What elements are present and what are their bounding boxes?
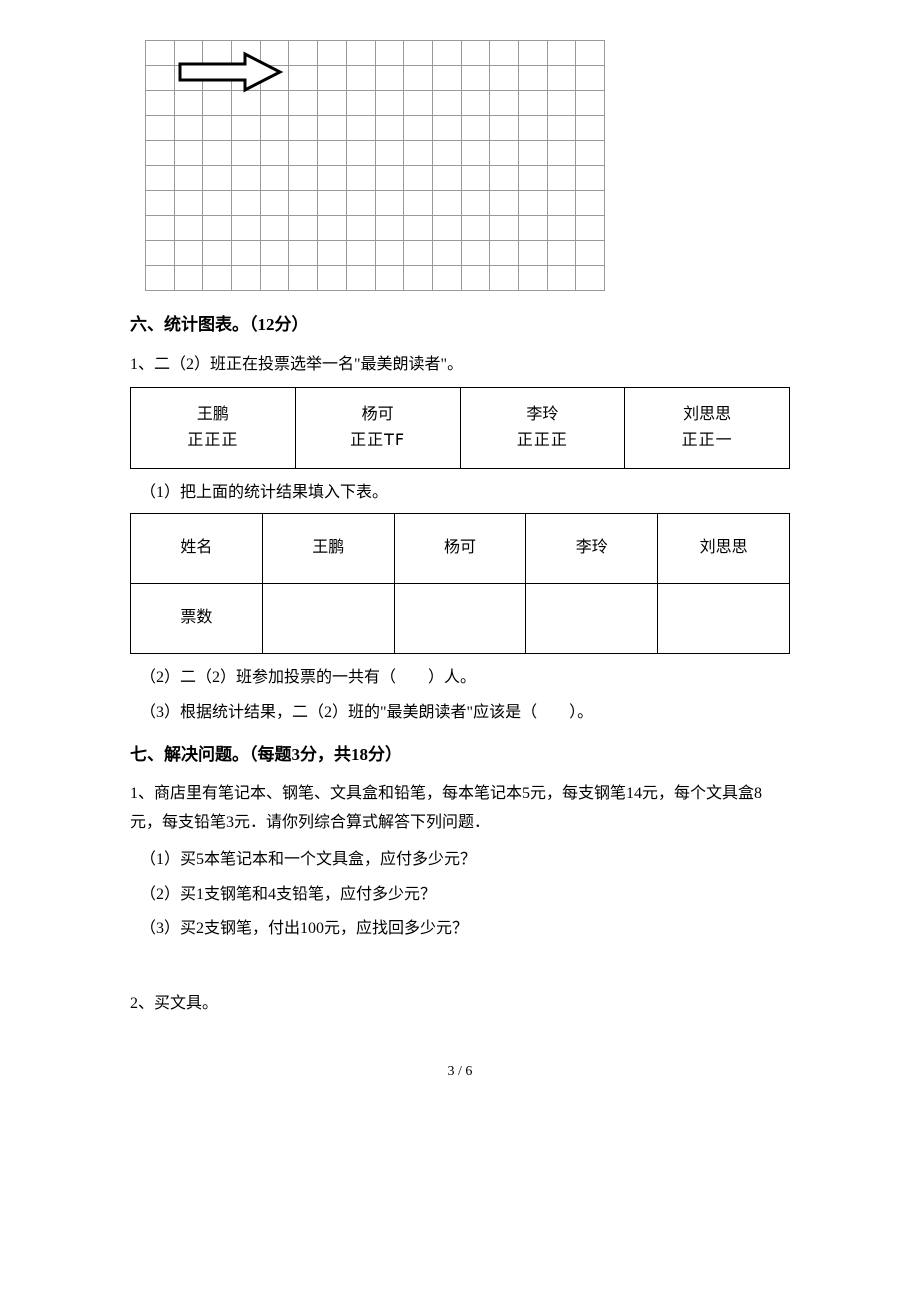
tally-marks-3: 正正一 — [629, 428, 785, 454]
stats-name-2: 李玲 — [526, 514, 658, 584]
stats-name-0: 王鹏 — [262, 514, 394, 584]
stats-blank-3[interactable] — [658, 584, 790, 654]
section-6-title: 六、统计图表。（12分） — [130, 310, 790, 341]
q7-2: 2、买文具。 — [130, 990, 790, 1019]
stats-blank-2[interactable] — [526, 584, 658, 654]
section-7-title: 七、解决问题。（每题3分，共18分） — [130, 740, 790, 771]
q6-sub1: （1）把上面的统计结果填入下表。 — [140, 479, 790, 508]
q6-sub3: （3）根据统计结果，二（2）班的"最美朗读者"应该是（ ）。 — [140, 699, 790, 728]
tally-marks-1: 正正𝖳𝖥 — [300, 428, 456, 454]
tally-cell-1: 杨可 正正𝖳𝖥 — [295, 388, 460, 468]
stats-name-3: 刘思思 — [658, 514, 790, 584]
tally-name-1: 杨可 — [300, 402, 456, 428]
stats-row-label: 票数 — [131, 584, 263, 654]
q7-1-sub3: （3）买2支钢笔，付出100元，应找回多少元？ — [140, 915, 790, 944]
stats-name-1: 杨可 — [394, 514, 526, 584]
page-number: 3 / 6 — [130, 1059, 790, 1084]
tally-marks-2: 正正正 — [465, 428, 621, 454]
q7-1-sub1: （1）买5本笔记本和一个文具盒，应付多少元？ — [140, 846, 790, 875]
tally-table: 王鹏 正正正 杨可 正正𝖳𝖥 李玲 正正正 刘思思 正正一 — [130, 387, 790, 468]
q7-1-sub2: （2）买1支钢笔和4支铅笔，应付多少元？ — [140, 881, 790, 910]
arrow-icon — [175, 50, 285, 95]
tally-cell-0: 王鹏 正正正 — [131, 388, 296, 468]
stats-header-label: 姓名 — [131, 514, 263, 584]
tally-name-3: 刘思思 — [629, 402, 785, 428]
tally-name-0: 王鹏 — [135, 402, 291, 428]
stats-blank-0[interactable] — [262, 584, 394, 654]
tally-cell-3: 刘思思 正正一 — [625, 388, 790, 468]
grid-drawing-area — [145, 40, 605, 290]
q6-sub2: （2）二（2）班参加投票的一共有（ ）人。 — [140, 664, 790, 693]
tally-cell-2: 李玲 正正正 — [460, 388, 625, 468]
stats-table: 姓名 王鹏 杨可 李玲 刘思思 票数 — [130, 513, 790, 654]
tally-marks-0: 正正正 — [135, 428, 291, 454]
q7-1-intro: 1、商店里有笔记本、钢笔、文具盒和铅笔，每本笔记本5元，每支钢笔14元，每个文具… — [130, 780, 790, 838]
tally-name-2: 李玲 — [465, 402, 621, 428]
stats-blank-1[interactable] — [394, 584, 526, 654]
q6-1-intro: 1、二（2）班正在投票选举一名"最美朗读者"。 — [130, 351, 790, 380]
